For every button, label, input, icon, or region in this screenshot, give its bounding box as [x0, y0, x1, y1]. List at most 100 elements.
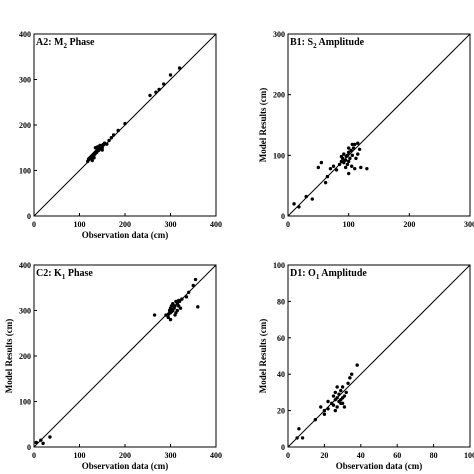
data-point: [339, 397, 343, 402]
data-point: [333, 390, 338, 395]
data-point: [161, 82, 166, 86]
data-point: [193, 277, 198, 282]
panel-1: 0 100 200 300 400 0 100 200 300 400 Observation da…: [19, 30, 222, 240]
data-point: [292, 202, 296, 206]
data-point: [346, 171, 351, 176]
x-tick-label: 0: [32, 220, 36, 229]
data-point: [48, 435, 52, 439]
data-point: [331, 164, 336, 168]
x-tick-label: 400: [210, 220, 222, 229]
panel-3: 0 100 200 300 400 0 100 200 300 400 Observation da…: [4, 261, 222, 471]
data-point: [322, 412, 327, 416]
panel-title-rest: Amplitude: [319, 268, 367, 279]
data-point: [339, 388, 343, 393]
panel-title-rest: Phase: [67, 37, 95, 48]
data-point: [164, 313, 168, 317]
x-tick-label: 200: [119, 220, 131, 229]
plot-frame: [287, 33, 471, 217]
data-point: [323, 180, 328, 185]
data-point: [107, 138, 111, 143]
y-tick-label: 300: [273, 30, 285, 39]
data-point: [346, 146, 351, 150]
y-tick-label: 300: [19, 76, 31, 85]
data-point: [339, 154, 344, 159]
x-tick-label: 20: [320, 451, 328, 460]
y-tick-label: 100: [19, 398, 31, 407]
data-point: [346, 159, 351, 164]
data-point: [191, 283, 195, 288]
data-point: [90, 158, 94, 163]
data-point: [175, 308, 180, 313]
data-point: [356, 141, 360, 145]
panel-title-rest: Amplitude: [317, 37, 365, 48]
y-tick-label: 0: [27, 443, 31, 452]
data-point: [325, 174, 330, 179]
data-point: [365, 166, 369, 171]
y-tick-label: 20: [277, 407, 285, 416]
x-tick-label: 100: [74, 451, 86, 460]
data-point: [184, 295, 189, 299]
data-point: [346, 150, 351, 154]
data-point: [348, 376, 352, 380]
x-tick-label: 100: [74, 220, 86, 229]
data-point: [354, 156, 358, 161]
data-point: [337, 162, 342, 167]
data-point: [350, 142, 355, 147]
data-point: [335, 385, 339, 389]
x-tick-label: 200: [119, 451, 131, 460]
data-point: [345, 162, 350, 167]
data-point: [316, 165, 321, 170]
data-point: [154, 90, 158, 94]
data-point: [170, 309, 174, 314]
data-point: [344, 390, 348, 395]
data-point: [342, 405, 347, 409]
data-point: [340, 385, 345, 389]
panel-title-rest: Phase: [65, 268, 93, 279]
x-axis-label: Observation data (cm): [336, 461, 423, 471]
plot-frame: [287, 264, 471, 448]
data-point: [334, 168, 339, 172]
data-point: [333, 408, 338, 413]
x-tick-label: 60: [393, 451, 401, 460]
data-point: [322, 408, 327, 413]
data-point: [176, 298, 181, 303]
data-point: [171, 303, 175, 307]
data-point: [157, 87, 161, 92]
data-point: [152, 313, 157, 317]
y-tick-label: 200: [19, 121, 31, 130]
data-point: [105, 142, 109, 146]
data-point: [313, 418, 317, 422]
data-point: [356, 152, 360, 156]
data-point: [180, 297, 184, 301]
data-point: [326, 407, 330, 411]
x-tick-label: 40: [357, 451, 365, 460]
y-tick-label: 400: [19, 30, 31, 39]
data-point: [353, 166, 357, 171]
data-point: [173, 313, 177, 317]
y-axis-label: Model Results (cm): [258, 319, 268, 393]
y-tick-label: 400: [19, 261, 31, 270]
x-axis-label: Observation data (cm): [82, 230, 169, 240]
data-point: [304, 194, 308, 199]
panel-title-main: B1: S: [290, 37, 314, 48]
data-point: [168, 317, 173, 322]
data-point: [345, 153, 350, 158]
data-point: [340, 401, 345, 406]
panel-title-subscript: 2: [64, 42, 68, 50]
data-point: [297, 427, 301, 431]
panel-title: A2: M2 Phase: [36, 37, 95, 50]
panel-title-main: D1: O: [290, 268, 316, 279]
data-point: [196, 305, 200, 309]
data-point: [116, 128, 120, 133]
x-tick-label: 200: [403, 220, 415, 229]
data-point: [343, 165, 348, 170]
data-point: [177, 66, 182, 70]
y-tick-label: 100: [273, 151, 285, 160]
data-point: [34, 440, 38, 445]
data-point: [166, 315, 170, 320]
data-point: [350, 372, 354, 376]
data-point: [342, 152, 346, 156]
data-point: [351, 146, 356, 150]
data-point: [310, 197, 314, 201]
y-tick-label: 80: [277, 297, 285, 306]
